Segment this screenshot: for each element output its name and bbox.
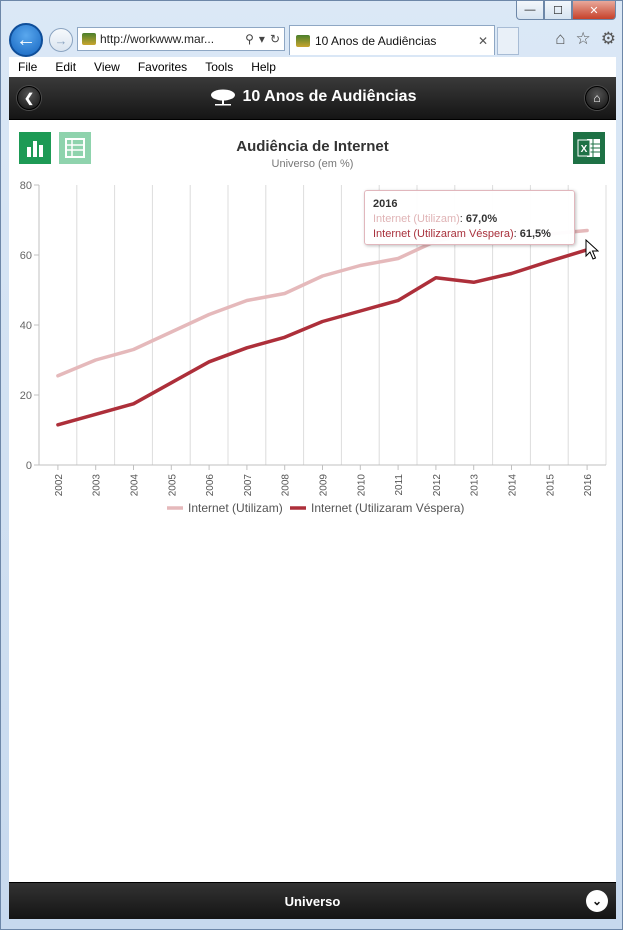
settings-gear-icon[interactable]: ⚙ xyxy=(600,29,616,48)
y-tick-label: 20 xyxy=(20,390,32,402)
excel-export-button[interactable]: X xyxy=(573,132,605,164)
x-tick-label: 2005 xyxy=(167,474,178,497)
x-tick-label: 2003 xyxy=(92,474,103,497)
tab-close-icon[interactable]: ✕ xyxy=(477,33,488,48)
app-title: 10 Anos de Audiências xyxy=(9,88,616,106)
window-caption-buttons: — ☐ ✕ xyxy=(516,1,616,21)
address-bar[interactable]: http://workwww.mar... ⚲ ▾ ↻ xyxy=(77,27,285,51)
tab-title: 10 Anos de Audiências xyxy=(315,33,437,48)
chart-tooltip: 2016 Internet (Utilizam): 67,0% Internet… xyxy=(364,190,575,245)
y-tick-label: 40 xyxy=(20,320,32,332)
site-favicon-icon xyxy=(82,33,96,45)
x-tick-label: 2012 xyxy=(432,474,443,497)
x-tick-label: 2008 xyxy=(281,474,292,497)
menu-help[interactable]: Help xyxy=(251,60,276,74)
footer-expand-button[interactable]: ⌄ xyxy=(586,890,608,912)
y-tick-label: 60 xyxy=(20,250,32,262)
app-title-text: 10 Anos de Audiências xyxy=(242,88,417,105)
tooltip-row-1: Internet (Utilizam): 67,0% xyxy=(373,213,498,225)
menu-file[interactable]: File xyxy=(18,60,38,74)
tooltip-series2-value: 61,5% xyxy=(519,228,551,240)
legend-label-1: Internet (Utilizam) xyxy=(188,501,283,515)
chart-title: Audiência de Internet xyxy=(236,138,389,155)
address-text: http://workwww.mar... xyxy=(100,32,215,46)
excel-icon: X xyxy=(577,139,600,157)
x-tick-label: 2014 xyxy=(508,474,519,497)
app-home-button[interactable]: ⌂ xyxy=(585,86,609,110)
browser-tab[interactable]: 10 Anos de Audiências ✕ xyxy=(289,25,495,55)
home-icon[interactable]: ⌂ xyxy=(555,29,566,48)
dropdown-icon[interactable]: ▾ xyxy=(258,32,265,46)
x-tick-label: 2006 xyxy=(205,474,216,497)
svg-text:X: X xyxy=(581,144,588,155)
chart-view-button[interactable] xyxy=(19,132,51,164)
x-tick-label: 2009 xyxy=(319,474,330,497)
y-tick-label: 0 xyxy=(26,460,32,472)
x-tick-label: 2013 xyxy=(470,474,481,497)
menu-view[interactable]: View xyxy=(94,60,120,74)
maximize-button[interactable]: ☐ xyxy=(544,1,572,20)
page-content: ❮ 10 Anos de Audiências ⌂ xyxy=(9,77,616,919)
navigation-bar: ← → http://workwww.mar... ⚲ ▾ ↻ 10 Anos … xyxy=(7,23,618,57)
table-view-button[interactable] xyxy=(59,132,91,164)
tab-favicon-icon xyxy=(296,34,310,47)
refresh-icon[interactable]: ↻ xyxy=(269,32,280,46)
browser-back-button[interactable]: ← xyxy=(9,23,43,57)
browser-forward-button[interactable]: → xyxy=(49,28,73,52)
menu-edit[interactable]: Edit xyxy=(55,60,77,74)
minimize-button[interactable]: — xyxy=(516,1,544,20)
app-header: ❮ 10 Anos de Audiências ⌂ xyxy=(9,77,616,120)
tooltip-series1-value: 67,0% xyxy=(465,213,498,225)
x-tick-label: 2010 xyxy=(356,474,367,497)
menu-bar: File Edit View Favorites Tools Help xyxy=(9,57,616,77)
tooltip-series2-label: Internet (Utilizaram Véspera) xyxy=(373,228,514,240)
series-line-2 xyxy=(56,248,589,427)
legend-label-2: Internet (Utilizaram Véspera) xyxy=(311,501,464,515)
y-tick-label: 80 xyxy=(20,180,32,192)
tree-logo-icon xyxy=(209,88,237,106)
x-tick-label: 2011 xyxy=(394,474,405,496)
app-back-button[interactable]: ❮ xyxy=(17,86,41,110)
close-window-button[interactable]: ✕ xyxy=(572,1,616,20)
chart-subtitle: Universo (em %) xyxy=(271,158,354,170)
menu-tools[interactable]: Tools xyxy=(205,60,234,74)
new-tab-button[interactable] xyxy=(497,27,519,55)
bar-chart-icon xyxy=(27,141,43,157)
mouse-cursor-icon xyxy=(585,239,599,260)
x-tick-label: 2016 xyxy=(583,474,594,497)
search-icon[interactable]: ⚲ xyxy=(245,32,254,46)
series-line-1 xyxy=(56,228,589,378)
x-tick-label: 2004 xyxy=(130,474,141,497)
tooltip-row-2: Internet (Utilizaram Véspera): 61,5% xyxy=(373,228,551,240)
app-footer: Universo ⌄ xyxy=(9,882,616,919)
menu-favorites[interactable]: Favorites xyxy=(137,60,188,74)
x-tick-label: 2007 xyxy=(243,474,254,497)
tooltip-year: 2016 xyxy=(373,198,398,210)
table-icon xyxy=(65,138,85,158)
footer-title[interactable]: Universo xyxy=(284,894,341,909)
x-tick-label: 2015 xyxy=(545,474,556,497)
tooltip-series1-label: Internet (Utilizam) xyxy=(373,213,460,225)
x-tick-label: 2002 xyxy=(54,474,65,497)
favorites-star-icon[interactable]: ☆ xyxy=(575,29,591,48)
